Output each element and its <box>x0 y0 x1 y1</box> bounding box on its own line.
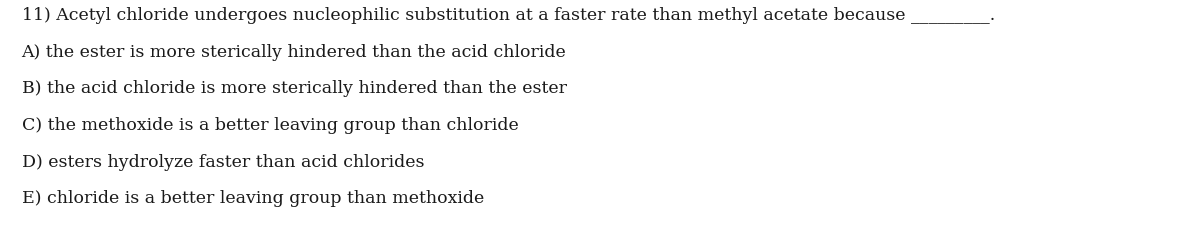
Text: A) the ester is more sterically hindered than the acid chloride: A) the ester is more sterically hindered… <box>22 43 566 60</box>
Text: C) the methoxide is a better leaving group than chloride: C) the methoxide is a better leaving gro… <box>22 116 518 133</box>
Text: D) esters hydrolyze faster than acid chlorides: D) esters hydrolyze faster than acid chl… <box>22 153 424 170</box>
Text: B) the acid chloride is more sterically hindered than the ester: B) the acid chloride is more sterically … <box>22 80 566 97</box>
Text: 11) Acetyl chloride undergoes nucleophilic substitution at a faster rate than me: 11) Acetyl chloride undergoes nucleophil… <box>22 7 995 24</box>
Text: E) chloride is a better leaving group than methoxide: E) chloride is a better leaving group th… <box>22 189 484 206</box>
